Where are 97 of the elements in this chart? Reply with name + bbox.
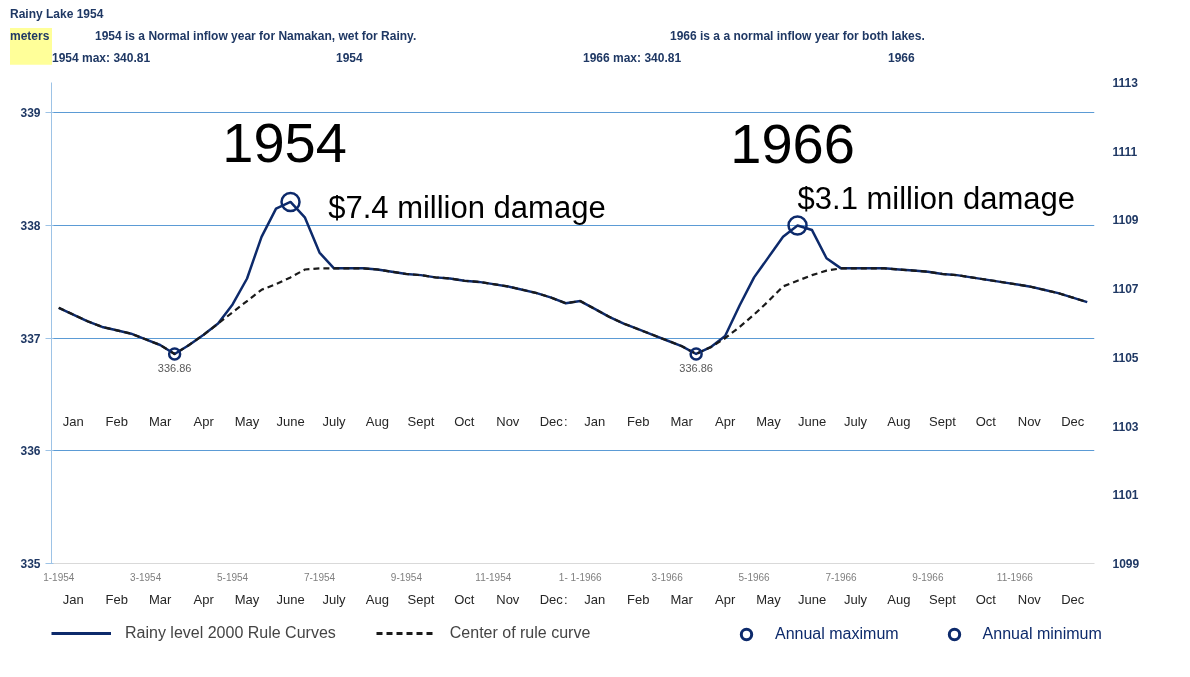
text: 1954 is a Normal inflow year for Namakan, wet for Rainy.	[95, 28, 417, 45]
x-tick-label: Jan	[584, 591, 606, 607]
x-tick-label: 9-1966	[912, 571, 944, 583]
annotation: Apr	[193, 414, 215, 430]
annotation: Nov	[1017, 414, 1042, 430]
annotation: 1954	[222, 111, 347, 175]
x-tick-label: 7-1954	[303, 571, 336, 583]
y2-tick-label: 1107	[1112, 282, 1139, 297]
x-tick-label: 1- 1-1966	[558, 571, 603, 583]
text: 1966	[888, 50, 915, 67]
x-tick-label: Apr	[193, 591, 215, 607]
x-tick-label: 1-1954	[43, 571, 75, 583]
annotation: May	[234, 414, 260, 430]
x-tick-label: July	[843, 591, 868, 607]
x-tick-label: Nov	[496, 591, 520, 607]
annotation: Sept	[929, 414, 957, 430]
legend-label: Annual minimum	[982, 625, 1102, 643]
annotation: Oct	[975, 414, 997, 430]
y2-tick-label: 1113	[1112, 76, 1139, 90]
x-tick-label: Nov	[1017, 591, 1042, 607]
x-tick-label: Oct	[454, 591, 475, 607]
point	[689, 347, 703, 361]
text: 1966 max: 340.81	[583, 50, 682, 67]
legend-label: Center of rule curve	[449, 624, 591, 642]
annotation: Mar	[670, 414, 694, 430]
x-tick-label: 3-1954	[130, 571, 162, 583]
legend-label: Rainy level 2000 Rule Curves	[125, 624, 336, 642]
text: 1954	[336, 50, 363, 67]
x-tick-label: Dec	[539, 591, 564, 607]
annotation: Apr	[714, 414, 736, 430]
y2-tick-label: 1109	[1112, 213, 1139, 228]
x-tick-label: May	[234, 591, 260, 607]
annotation: June	[797, 414, 827, 430]
point	[167, 347, 182, 361]
annotation: $7.4 million damage	[328, 190, 606, 226]
x-tick-label: 11-1954	[475, 571, 512, 583]
annotation: July	[322, 414, 347, 430]
legend-label: Annual maximum	[775, 625, 899, 643]
annotation: Dec	[539, 414, 564, 430]
annotation: July	[843, 414, 868, 430]
y-tick-label: 337	[20, 331, 41, 346]
x-tick-label: 3-1966	[651, 571, 684, 583]
y-tick-label: 338	[20, 219, 41, 234]
x-tick-label: 7-1966	[825, 571, 857, 583]
x-tick-label: Mar	[670, 591, 694, 607]
annotation: Feb	[626, 414, 650, 430]
x-tick-label: Feb	[626, 591, 650, 607]
y2-tick-label: 1105	[1112, 350, 1139, 365]
x-tick-label: 11-1966	[996, 571, 1034, 583]
y2-tick-label: 1099	[1112, 557, 1140, 571]
x-tick-label: 5-1966	[738, 571, 771, 583]
annotation: Jan	[584, 414, 606, 430]
x-tick-label: Aug	[887, 591, 911, 607]
annotation: Dec	[1061, 414, 1085, 430]
x-tick-label: Oct	[975, 591, 997, 607]
y-axis-title: meters	[10, 28, 52, 68]
y2-tick-label: 1101	[1112, 488, 1139, 503]
text: 1966 is a a normal inflow year for both lakes.	[670, 28, 925, 45]
data-label: 336.86	[157, 361, 192, 374]
data-label: 336.86	[679, 361, 713, 374]
text: 1954 max: 340.81	[52, 50, 151, 67]
point	[280, 191, 301, 213]
x-tick-label: June	[797, 591, 827, 607]
annotation: $3.1 million damage	[797, 181, 1075, 217]
annotation: 1966	[730, 112, 855, 176]
annotation: June	[276, 414, 305, 430]
annotation: Aug	[887, 414, 911, 430]
y2-tick-label: 1111	[1112, 144, 1138, 159]
annotation: :	[563, 414, 568, 430]
x-tick-label: Dec	[1061, 591, 1085, 607]
y2-tick-label: 1103	[1112, 419, 1139, 434]
annotation: Nov	[496, 414, 520, 430]
annotation: Feb	[105, 414, 128, 430]
annotation: Mar	[148, 414, 173, 430]
y-tick-label: 336	[20, 444, 41, 459]
x-tick-label: Apr	[714, 591, 736, 607]
point	[787, 215, 808, 236]
x-tick-label: Sept	[407, 591, 435, 607]
x-tick-label: 9-1954	[390, 571, 423, 583]
text: :	[563, 591, 568, 607]
annotation: May	[756, 414, 782, 430]
annotation: Sept	[407, 414, 435, 430]
annotation: Jan	[62, 414, 84, 430]
x-tick-label: Sept	[929, 591, 957, 607]
x-tick-label: Feb	[105, 591, 128, 607]
annotation: Oct	[454, 414, 475, 430]
x-tick-label: Jan	[62, 591, 84, 607]
x-tick-label: Aug	[365, 591, 390, 607]
y-tick-label: 335	[20, 557, 41, 571]
y-tick-label: 339	[20, 106, 41, 121]
x-tick-label: Mar	[148, 591, 173, 607]
annotation: Aug	[365, 414, 390, 430]
x-tick-label: May	[756, 591, 782, 607]
x-tick-label: 5-1954	[217, 571, 249, 583]
chart-title: Rainy Lake 1954	[10, 6, 104, 23]
x-tick-label: June	[276, 591, 305, 607]
x-tick-label: July	[322, 591, 347, 607]
